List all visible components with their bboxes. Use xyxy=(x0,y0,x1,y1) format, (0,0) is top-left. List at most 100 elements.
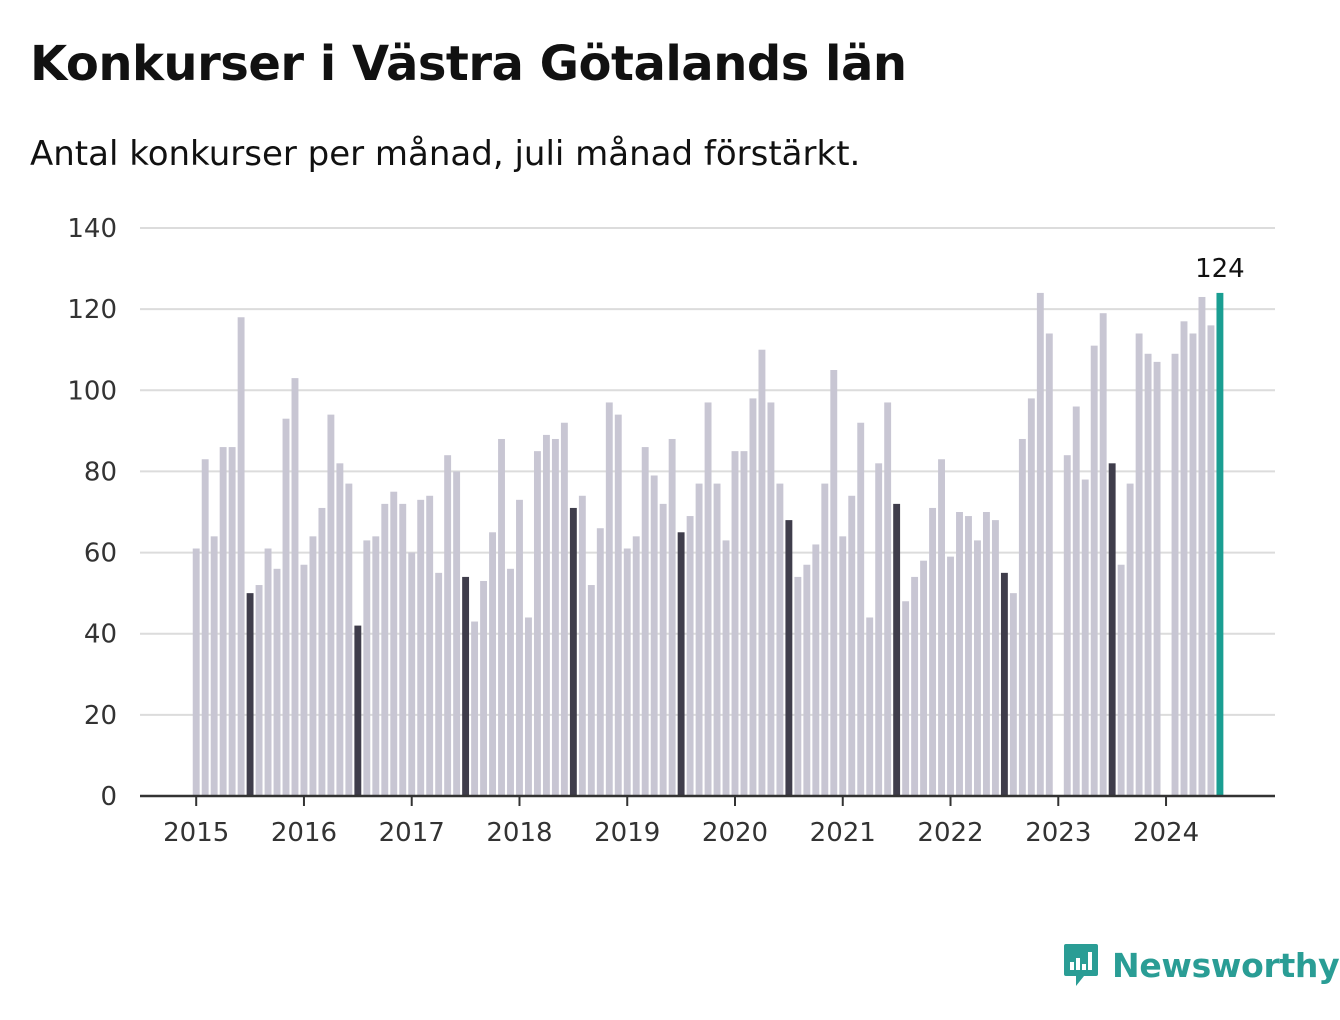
bar-2017-02 xyxy=(417,499,425,796)
x-tick-label: 2024 xyxy=(1133,818,1199,848)
bar-2019-03 xyxy=(641,447,649,796)
bar-2022-10 xyxy=(1027,398,1035,796)
bar-2019-07 xyxy=(677,532,685,796)
y-tick-label: 60 xyxy=(84,539,117,569)
bar-2017-08 xyxy=(471,621,479,796)
bar-2023-12 xyxy=(1153,361,1161,796)
bar-2017-05 xyxy=(444,455,452,796)
bar-2020-09 xyxy=(803,564,811,796)
bar-2015-05 xyxy=(228,447,236,796)
bar-2018-11 xyxy=(605,402,613,796)
bar-2016-11 xyxy=(390,491,398,796)
x-tick-label: 2017 xyxy=(379,818,445,848)
bar-2018-08 xyxy=(578,495,586,796)
y-tick-label: 80 xyxy=(84,457,117,487)
bar-2018-09 xyxy=(587,585,595,796)
bar-2018-02 xyxy=(525,617,532,796)
bar-2020-05 xyxy=(767,402,775,796)
bar-2019-12 xyxy=(722,540,730,796)
bar-2016-02 xyxy=(309,536,317,796)
bar-2017-10 xyxy=(489,532,496,796)
bar-2016-12 xyxy=(399,503,407,796)
bar-2021-05 xyxy=(875,463,883,796)
bar-2017-09 xyxy=(480,580,488,796)
bar-2019-10 xyxy=(704,402,712,796)
bar-2024-05 xyxy=(1198,296,1206,796)
bar-2021-02 xyxy=(848,495,856,796)
bar-2024-07 xyxy=(1216,292,1224,796)
y-tick-label: 0 xyxy=(100,782,117,812)
bar-2021-07 xyxy=(893,503,901,796)
bar-2022-08 xyxy=(1009,593,1017,796)
bar-2015-09 xyxy=(264,548,272,796)
bar-2021-09 xyxy=(911,576,919,796)
bar-2018-04 xyxy=(542,434,550,796)
bar-2022-07 xyxy=(1000,572,1008,796)
bar-2022-01 xyxy=(947,556,954,796)
bar-2024-02 xyxy=(1171,353,1179,796)
bar-2018-10 xyxy=(596,528,604,796)
bar-2023-09 xyxy=(1126,483,1134,796)
y-tick-label: 100 xyxy=(67,376,117,406)
bar-2024-04 xyxy=(1189,333,1197,796)
y-tick-label: 40 xyxy=(84,620,117,650)
x-tick-label: 2021 xyxy=(810,818,876,848)
bar-2019-11 xyxy=(713,483,721,796)
bar-2015-10 xyxy=(273,568,281,796)
bar-2023-04 xyxy=(1081,479,1089,796)
bar-2022-11 xyxy=(1036,292,1044,796)
bar-2023-11 xyxy=(1144,353,1152,796)
bar-2021-11 xyxy=(929,507,937,796)
chart-title: Konkurser i Västra Götalands län xyxy=(30,36,907,92)
bar-2021-04 xyxy=(866,617,874,796)
bar-2017-07 xyxy=(462,576,470,796)
bar-2022-12 xyxy=(1045,333,1053,796)
bar-2021-01 xyxy=(839,536,847,796)
bar-2023-02 xyxy=(1063,455,1071,796)
bar-2015-04 xyxy=(219,447,227,796)
bar-2017-06 xyxy=(453,471,461,796)
bar-2015-12 xyxy=(291,378,299,796)
bar-2016-07 xyxy=(354,625,362,796)
x-tick-label: 2022 xyxy=(917,818,983,848)
bar-2019-06 xyxy=(668,438,676,796)
axes xyxy=(140,794,1275,806)
bar-2016-08 xyxy=(363,540,371,796)
bar-2020-12 xyxy=(830,370,838,796)
x-tick-label: 2016 xyxy=(271,818,337,848)
bar-2018-05 xyxy=(551,438,559,796)
bar-2016-05 xyxy=(336,463,344,796)
bar-2023-08 xyxy=(1117,564,1125,796)
bar-2023-05 xyxy=(1090,345,1098,796)
x-tick-label: 2015 xyxy=(163,818,229,848)
bar-2017-01 xyxy=(408,552,416,796)
x-tick-label: 2020 xyxy=(702,818,768,848)
newsworthy-logo-icon xyxy=(1064,944,1098,986)
bar-2017-12 xyxy=(507,568,514,796)
bar-2024-06 xyxy=(1207,325,1215,796)
x-tick-label: 2018 xyxy=(486,818,552,848)
chart-subtitle: Antal konkurser per månad, juli månad fö… xyxy=(30,134,861,174)
bar-2018-01 xyxy=(516,499,523,796)
bar-2015-03 xyxy=(210,536,218,796)
bar-2023-06 xyxy=(1099,313,1107,796)
bar-2023-03 xyxy=(1072,406,1080,796)
x-tick-label: 2019 xyxy=(594,818,660,848)
bar-2020-06 xyxy=(776,483,784,796)
bar-2020-10 xyxy=(812,544,820,796)
bar-2020-07 xyxy=(785,520,793,796)
bar-2019-08 xyxy=(686,516,694,796)
bar-2022-09 xyxy=(1018,438,1026,796)
bar-2018-03 xyxy=(533,451,541,796)
bar-2019-09 xyxy=(695,483,703,796)
bar-2022-05 xyxy=(982,512,990,796)
bar-2020-11 xyxy=(821,483,829,796)
bar-2020-02 xyxy=(740,451,748,796)
bar-2017-04 xyxy=(435,572,443,796)
bar-2022-04 xyxy=(974,540,981,796)
bar-2017-03 xyxy=(426,495,434,796)
y-tick-label: 20 xyxy=(84,701,117,731)
bar-2019-05 xyxy=(659,503,667,796)
bar-2022-03 xyxy=(965,516,972,796)
y-tick-label: 140 xyxy=(67,214,117,244)
